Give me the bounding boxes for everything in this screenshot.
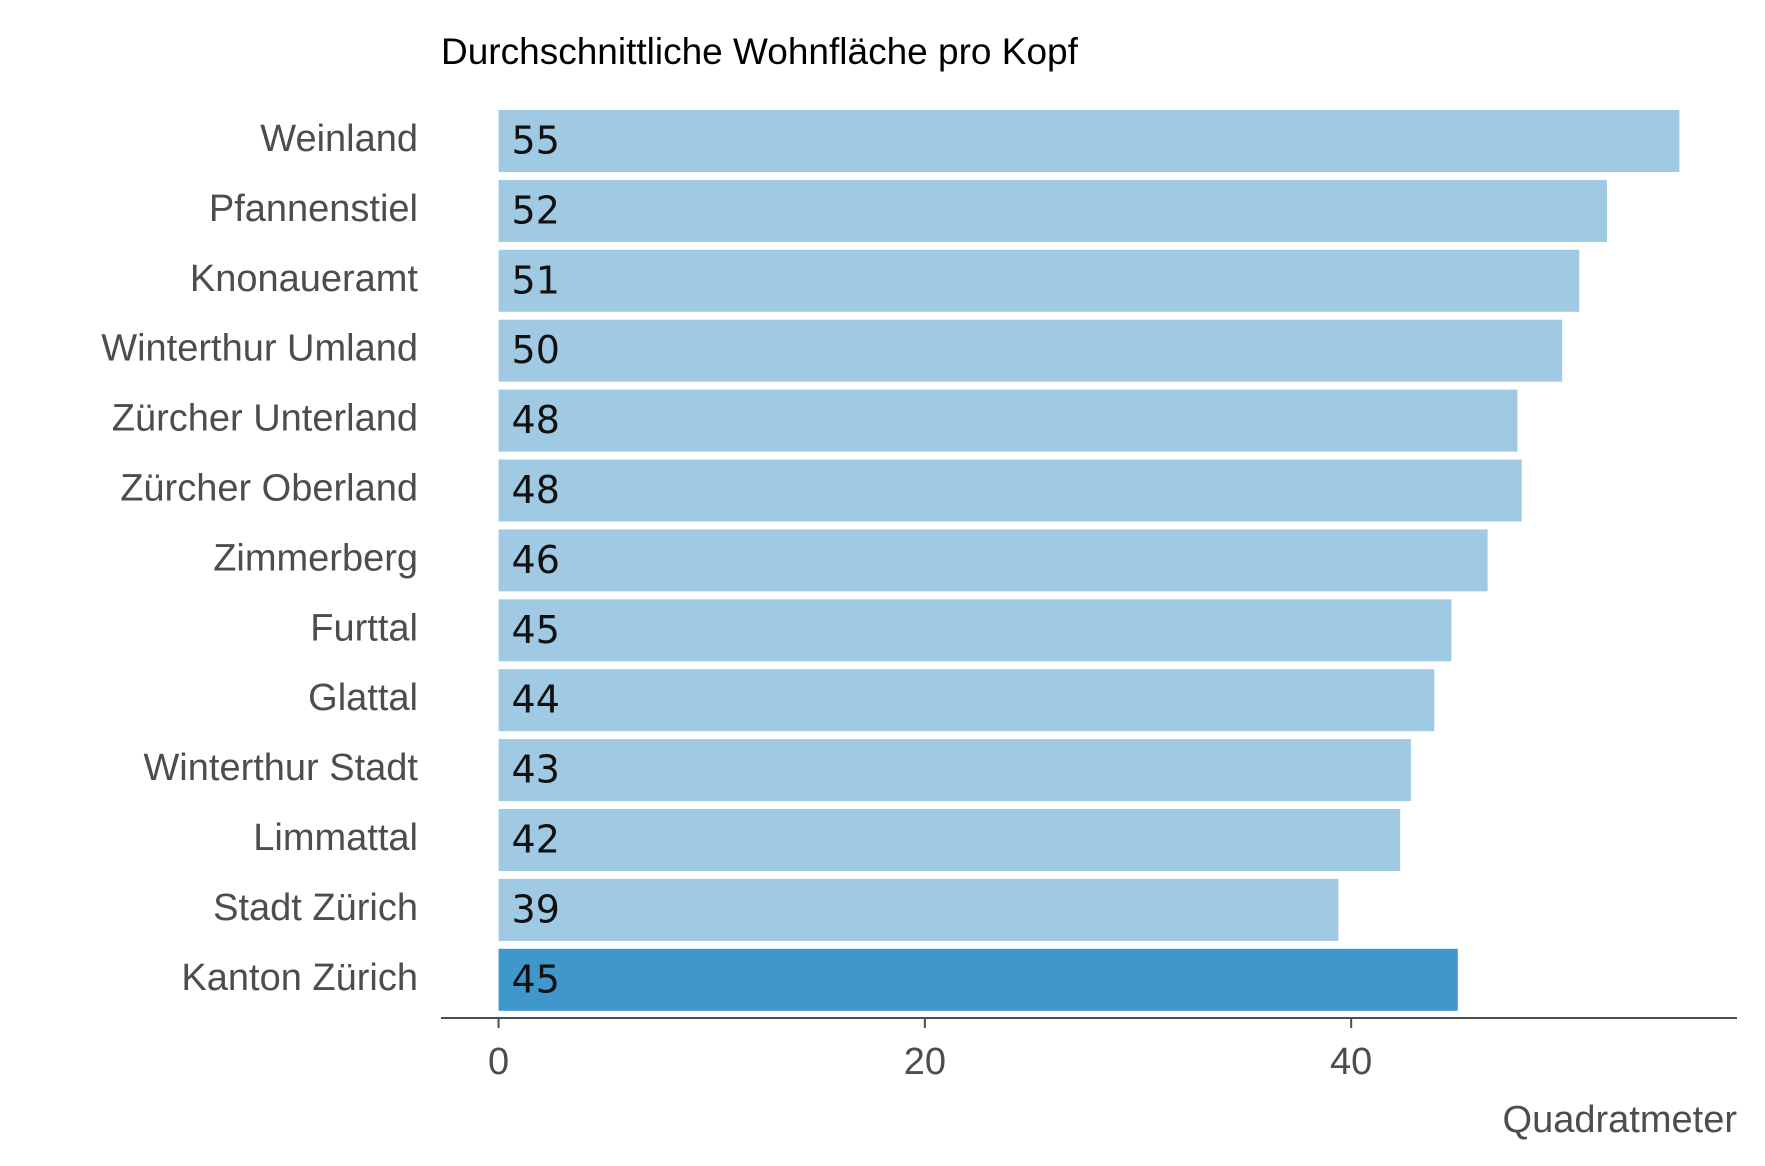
y-tick-label: Winterthur Stadt [143, 747, 418, 789]
data-label: 39 [512, 887, 560, 931]
bar [498, 319, 1563, 382]
data-label: 43 [512, 748, 560, 792]
y-tick-label: Winterthur Umland [101, 328, 418, 370]
data-label: 51 [512, 258, 560, 302]
chart-title: Durchschnittliche Wohnfläche pro Kopf [441, 31, 1079, 72]
data-label: 45 [512, 608, 560, 652]
y-tick-label: Limmattal [253, 817, 418, 859]
y-tick-label: Kanton Zürich [181, 957, 418, 999]
y-tick-label: Weinland [260, 118, 418, 160]
bar [498, 599, 1452, 662]
bar [498, 249, 1580, 312]
bar [498, 739, 1411, 802]
y-tick-label: Furttal [310, 607, 418, 649]
bar [498, 179, 1607, 242]
bar [498, 948, 1458, 1011]
y-tick-label: Zimmerberg [213, 537, 418, 579]
data-label: 44 [512, 678, 560, 722]
y-tick-label: Zürcher Unterland [112, 398, 418, 440]
y-tick-label: Zürcher Oberland [120, 468, 418, 510]
data-label: 50 [512, 328, 560, 372]
bar [498, 459, 1522, 522]
data-label: 42 [512, 818, 560, 862]
x-tick-label: 40 [1330, 1041, 1372, 1083]
bar [498, 529, 1488, 592]
data-label: 52 [512, 188, 560, 232]
y-tick-label: Glattal [308, 677, 418, 719]
bar [498, 669, 1435, 732]
bar [498, 389, 1518, 452]
data-label: 48 [512, 398, 560, 442]
data-label: 48 [512, 468, 560, 512]
x-tick-label: 0 [488, 1041, 509, 1083]
y-tick-label: Knonaueramt [190, 258, 419, 300]
bar [498, 809, 1401, 871]
bar [498, 110, 1680, 172]
data-label: 45 [512, 957, 560, 1001]
x-axis-title: Quadratmeter [1503, 1099, 1738, 1141]
bar [498, 878, 1339, 941]
data-label: 46 [512, 538, 560, 582]
x-tick-label: 20 [904, 1041, 946, 1083]
y-tick-label: Pfannenstiel [209, 188, 418, 230]
data-label: 55 [512, 119, 560, 163]
y-tick-label: Stadt Zürich [213, 887, 418, 929]
